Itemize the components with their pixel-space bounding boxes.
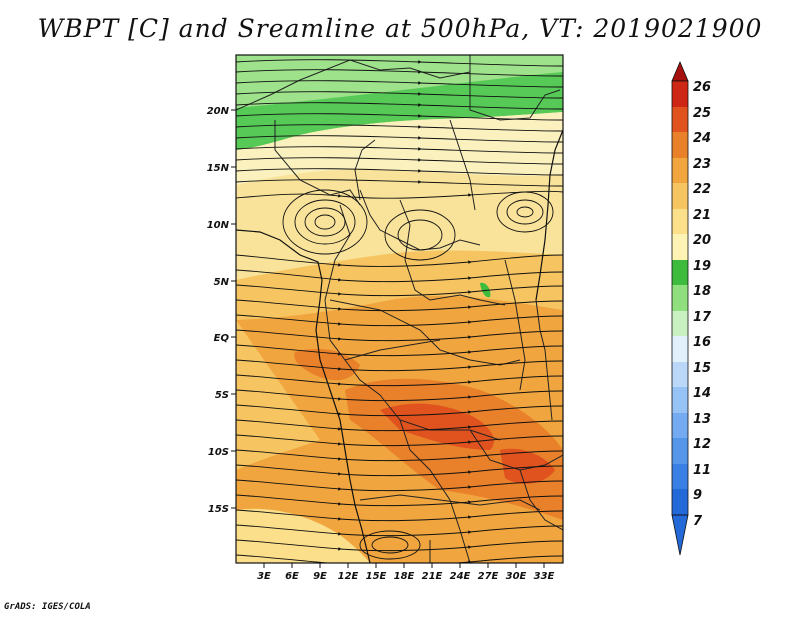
lat-label-15n: 15N (207, 163, 230, 174)
colorbar-seg-9 (672, 464, 688, 489)
colorbar-seg-18 (672, 260, 688, 285)
lat-axis: 20N 15N 10N 5N EQ 5S 10S 15S (207, 106, 236, 515)
colorbar-label-13: 13 (693, 412, 711, 427)
colorbar-seg-25 (672, 81, 688, 107)
lon-label-9e: 9E (313, 571, 327, 582)
colorbar-seg-17 (672, 285, 688, 311)
colorbar-seg-13 (672, 387, 688, 413)
lat-label-5n: 5N (214, 277, 230, 288)
colorbar-seg-7 (672, 489, 688, 515)
field-pale-south (236, 508, 370, 563)
map-plot-area (236, 55, 563, 563)
colorbar-top-arrow (671, 60, 689, 82)
colorbar-label-12: 12 (693, 437, 711, 452)
field-green-spot (480, 282, 491, 298)
colorbar-label-9: 9 (693, 488, 702, 503)
east-coastline (535, 129, 563, 301)
lat-label-10s: 10S (208, 447, 229, 458)
chart-title: WBPT [C] and Sreamline at 500hPa, VT: 20… (37, 14, 763, 43)
field-orange-23-west (294, 348, 360, 381)
lon-label-18e: 18E (394, 571, 415, 582)
lon-label-30e: 30E (506, 571, 527, 582)
colorbar: 26 25 24 23 22 21 20 19 18 17 16 15 14 1… (671, 60, 712, 556)
lon-label-27e: 27E (478, 571, 499, 582)
colorbar-seg-19 (672, 234, 688, 260)
field-light-green (236, 55, 563, 108)
colorbar-bottom-arrow (671, 514, 689, 556)
grads-credit: GrADS: IGES/COLA (4, 602, 91, 612)
colorbar-label-14: 14 (693, 386, 711, 401)
colorbar-seg-16 (672, 311, 688, 336)
field-red-24-east (500, 448, 555, 484)
colorbar-label-17: 17 (693, 310, 712, 325)
colorbar-label-22: 22 (693, 182, 711, 197)
colorbar-label-25: 25 (693, 106, 711, 121)
colorbar-label-7: 7 (693, 514, 703, 529)
colorbar-seg-11 (672, 438, 688, 464)
colorbar-label-23: 23 (693, 157, 711, 172)
lat-label-10n: 10N (207, 220, 230, 231)
colorbar-seg-20 (672, 209, 688, 234)
colorbar-seg-24 (672, 107, 688, 132)
lat-label-5s: 5S (215, 390, 229, 401)
lon-label-21e: 21E (422, 571, 443, 582)
colorbar-frame (671, 80, 689, 516)
lon-label-24e: 24E (450, 571, 471, 582)
lon-label-3e: 3E (257, 571, 271, 582)
colorbar-label-24: 24 (693, 131, 711, 146)
colorbar-label-20: 20 (693, 233, 711, 248)
lon-label-12e: 12E (338, 571, 359, 582)
lat-label-eq: EQ (214, 333, 230, 344)
lon-label-33e: 33E (534, 571, 555, 582)
map-frame (235, 54, 564, 564)
colorbar-label-16: 16 (693, 335, 711, 350)
colorbar-seg-22 (672, 158, 688, 183)
colorbar-seg-14 (672, 362, 688, 387)
colorbar-label-18: 18 (693, 284, 711, 299)
lon-axis: 3E 6E 9E 12E 15E 18E 21E 24E 27E 30E 33E (257, 563, 555, 582)
streamlines (236, 59, 563, 563)
colorbar-seg-12 (672, 413, 688, 438)
lat-label-20n: 20N (207, 106, 230, 117)
colorbar-seg-23 (672, 132, 688, 158)
lon-label-6e: 6E (285, 571, 299, 582)
colorbar-label-21: 21 (693, 208, 711, 223)
coastline (236, 229, 371, 563)
lat-label-15s: 15S (208, 504, 229, 515)
lon-label-15e: 15E (366, 571, 387, 582)
colorbar-label-11: 11 (693, 463, 711, 478)
colorbar-seg-21 (672, 183, 688, 209)
colorbar-seg-15 (672, 336, 688, 362)
colorbar-label-15: 15 (693, 361, 711, 376)
colorbar-label-19: 19 (693, 259, 711, 274)
colorbar-label-26: 26 (693, 80, 711, 95)
